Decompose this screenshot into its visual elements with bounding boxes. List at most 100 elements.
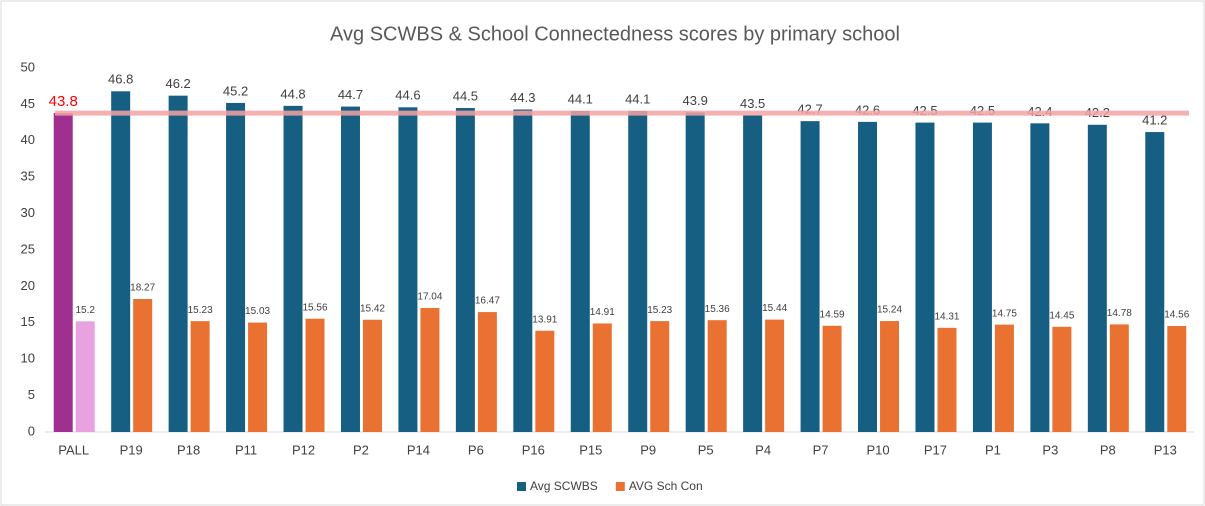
bar [283, 105, 303, 432]
data-label: 44.3 [510, 90, 535, 105]
data-label: 46.8 [108, 72, 133, 87]
data-label: 44.1 [568, 91, 593, 106]
bar [1109, 324, 1129, 432]
chart-title: Avg SCWBS & School Connectedness scores … [330, 23, 900, 45]
data-label: 14.78 [1107, 308, 1132, 319]
x-tick-label: P6 [468, 442, 484, 457]
bar [972, 122, 992, 432]
x-tick-label: PALL [58, 442, 89, 457]
data-label: 45.2 [223, 83, 248, 98]
bar [915, 122, 935, 432]
data-label: 14.59 [820, 309, 845, 320]
bar [1052, 326, 1072, 432]
bar [880, 321, 900, 432]
data-label: 18.27 [130, 283, 155, 294]
data-label: 42.5 [912, 103, 937, 118]
x-tick-label: P16 [522, 442, 545, 457]
data-label: 15.2 [75, 305, 95, 316]
bar [650, 321, 670, 432]
data-label: 15.44 [762, 303, 787, 314]
x-tick-label: P1 [985, 442, 1001, 457]
data-label: 13.91 [532, 314, 557, 325]
x-tick-label: P7 [813, 442, 829, 457]
bar [53, 113, 73, 433]
bar [858, 121, 878, 432]
bar [707, 320, 727, 432]
y-tick-label: 20 [21, 278, 35, 293]
x-tick-label: P14 [407, 442, 430, 457]
data-label: 15.03 [245, 306, 270, 317]
bar [1167, 326, 1187, 432]
bar [168, 95, 188, 432]
legend-label: AVG Sch Con [629, 479, 703, 493]
x-tick-label: P10 [866, 442, 889, 457]
bar [477, 312, 497, 432]
bar [1087, 124, 1107, 432]
y-tick-label: 5 [28, 387, 35, 402]
data-label: 17.04 [417, 292, 442, 303]
bar [1030, 123, 1050, 432]
x-tick-label: P17 [924, 442, 947, 457]
data-label: 44.8 [280, 86, 305, 101]
bar [685, 112, 705, 433]
bar [994, 324, 1014, 432]
x-tick-label: P4 [755, 442, 771, 457]
data-label: 15.23 [188, 305, 213, 316]
y-tick-label: 15 [21, 314, 35, 329]
legend-label: Avg SCWBS [530, 479, 598, 493]
data-label: 14.56 [1164, 310, 1189, 321]
bar [305, 318, 325, 432]
bar [190, 321, 210, 432]
data-label: 41.2 [1142, 113, 1167, 128]
x-tick-label: P2 [353, 442, 369, 457]
x-tick-label: P13 [1154, 442, 1177, 457]
y-tick-label: 30 [21, 205, 35, 220]
bar [570, 110, 590, 433]
y-tick-label: 35 [21, 169, 35, 184]
data-label: 14.75 [992, 308, 1017, 319]
x-tick-label: P8 [1100, 442, 1116, 457]
data-label: 43.9 [683, 93, 708, 108]
data-label: 44.1 [625, 91, 650, 106]
bar [133, 298, 153, 432]
x-tick-label: P18 [177, 442, 200, 457]
legend-swatch [615, 482, 625, 491]
bar [592, 323, 612, 432]
bar [226, 102, 246, 432]
data-label: 44.7 [338, 87, 363, 102]
data-label: 43.5 [740, 96, 765, 111]
bar [75, 321, 95, 432]
x-tick-label: P19 [120, 442, 143, 457]
x-tick-label: P5 [698, 442, 714, 457]
data-label: 14.31 [934, 311, 959, 322]
bar [248, 322, 268, 432]
bar [535, 330, 555, 432]
y-tick-label: 40 [21, 132, 35, 147]
y-tick-label: 0 [28, 423, 35, 438]
x-tick-label: P9 [640, 442, 656, 457]
bar [398, 107, 418, 432]
bar [362, 319, 382, 432]
data-label: 14.91 [590, 307, 615, 318]
bar [765, 319, 785, 432]
data-label: 42.5 [970, 103, 995, 118]
data-label: 15.36 [705, 304, 730, 315]
bar [1145, 132, 1165, 432]
data-label: 46.2 [165, 76, 190, 91]
bar [420, 307, 440, 432]
data-label: 15.23 [647, 305, 672, 316]
bar [111, 91, 131, 433]
data-label: 15.24 [877, 305, 902, 316]
data-label: 43.8 [49, 93, 78, 110]
bar [937, 327, 957, 432]
data-label: 14.45 [1049, 310, 1074, 321]
y-tick-label: 50 [21, 59, 35, 74]
x-tick-label: P15 [579, 442, 602, 457]
bar [743, 115, 763, 432]
y-tick-label: 45 [21, 96, 35, 111]
data-label: 44.6 [395, 88, 420, 103]
data-label: 15.56 [303, 302, 328, 313]
bar [822, 325, 842, 432]
bar [628, 110, 648, 433]
